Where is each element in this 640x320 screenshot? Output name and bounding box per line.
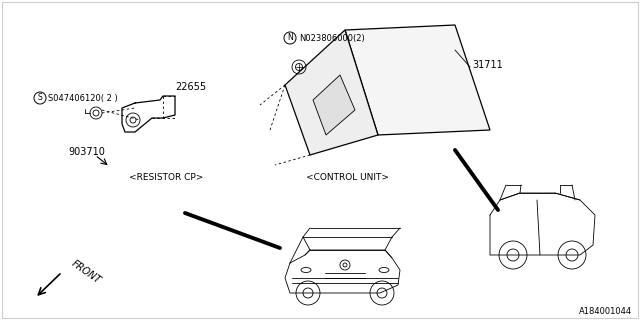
Polygon shape <box>285 30 378 155</box>
Text: <CONTROL UNIT>: <CONTROL UNIT> <box>307 172 390 181</box>
Text: <RESISTOR CP>: <RESISTOR CP> <box>129 173 203 182</box>
Text: 22655: 22655 <box>175 82 206 92</box>
Text: 31711: 31711 <box>472 60 503 70</box>
Text: 903710: 903710 <box>68 147 105 157</box>
Text: FRONT: FRONT <box>70 258 103 286</box>
Text: N: N <box>287 34 293 43</box>
Text: A184001044: A184001044 <box>579 308 632 316</box>
Text: N023806000(2): N023806000(2) <box>299 34 365 43</box>
Polygon shape <box>345 25 490 135</box>
Polygon shape <box>313 75 355 135</box>
Text: S047406120( 2 ): S047406120( 2 ) <box>48 93 118 102</box>
Text: S: S <box>38 93 42 102</box>
